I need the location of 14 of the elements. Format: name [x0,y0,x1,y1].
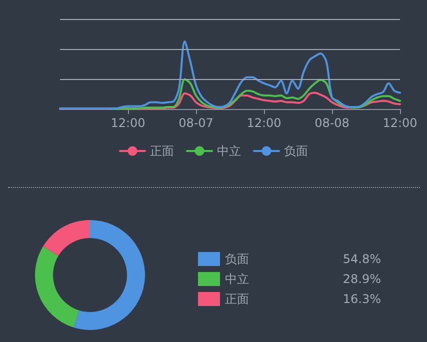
legend-label: 中立 [217,144,241,158]
legend-label: 负面 [225,252,249,266]
x-tick-label: 12:00 [110,116,146,130]
x-tick-label: 12:00 [246,116,282,130]
legend-label: 中立 [225,272,249,286]
x-tick-label: 12:00 [382,116,418,130]
data-label: 16.3% [342,292,381,306]
x-tick-label: 08-07 [178,116,214,130]
x-tick-label: 08-08 [314,116,350,130]
legend-label: 负面 [284,144,308,158]
data-label: 28.9% [342,272,381,286]
data-label: 54.8% [342,252,381,266]
legend-label: 正面 [150,144,174,158]
legend-label: 正面 [225,292,249,306]
